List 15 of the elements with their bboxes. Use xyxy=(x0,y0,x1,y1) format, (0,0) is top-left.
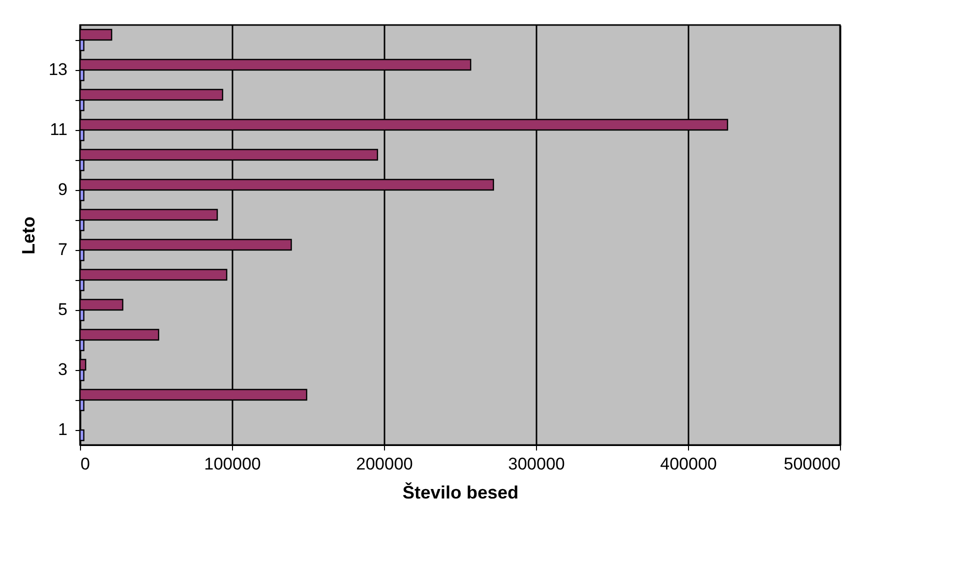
x-axis-title: Število besed xyxy=(402,482,519,502)
y-tick-label: 5 xyxy=(58,300,68,319)
y-tick-label: 7 xyxy=(58,240,68,259)
x-tick-label: 0 xyxy=(80,454,90,474)
y-tick-label: 11 xyxy=(50,120,68,139)
y-tick-label: 1 xyxy=(58,420,68,439)
x-tick-label: 300000 xyxy=(508,454,565,474)
y-axis-title: Leto xyxy=(18,216,39,254)
x-tick-label: 100000 xyxy=(204,454,261,474)
x-tick-label: 200000 xyxy=(356,454,413,474)
y-tick-label: 13 xyxy=(48,60,68,79)
y-tick-label: 9 xyxy=(58,180,68,199)
y-tick-label: 3 xyxy=(58,360,68,379)
x-tick-label: 500000 xyxy=(784,454,840,474)
x-tick-label: 400000 xyxy=(660,454,717,474)
